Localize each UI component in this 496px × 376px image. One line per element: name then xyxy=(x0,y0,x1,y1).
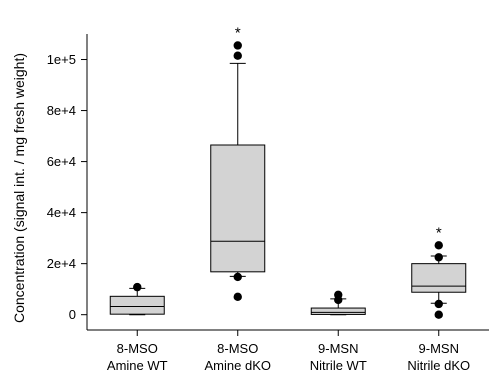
x-category-label-line1: 8-MSO xyxy=(217,341,258,356)
y-tick-label: 8e+4 xyxy=(47,103,76,118)
significance-marker: * xyxy=(235,24,241,41)
box-group xyxy=(109,282,165,316)
iqr-box xyxy=(411,263,467,293)
significance-marker: * xyxy=(436,224,442,241)
y-tick-label: 6e+4 xyxy=(47,154,76,169)
x-category-labels: 8-MSO Amine WT 8-MSO Amine dKO 9-MSN Nitrile … xyxy=(107,330,470,373)
y-tick-label: 0 xyxy=(69,307,76,322)
x-category-label-line2: Nitrile dKO xyxy=(407,358,470,373)
outlier-point xyxy=(233,51,242,60)
outlier-point xyxy=(434,299,443,309)
iqr-box xyxy=(310,307,366,315)
x-category-label-line2: Amine WT xyxy=(107,358,168,373)
x-category-label-line2: Nitrile WT xyxy=(310,358,367,373)
boxes: ** xyxy=(109,24,467,319)
y-tick-label: 4e+4 xyxy=(47,205,76,220)
iqr-box xyxy=(210,144,266,273)
y-tick-label: 1e+5 xyxy=(47,52,76,67)
outlier-point xyxy=(233,272,242,282)
x-category-label-line1: 9-MSN xyxy=(318,341,358,356)
box-group xyxy=(310,290,366,316)
y-axis-label: Concentration (signal int. / mg fresh we… xyxy=(11,53,27,323)
outlier-point xyxy=(133,282,142,292)
outlier-point xyxy=(434,241,443,250)
x-category-label-line1: 9-MSN xyxy=(419,341,459,356)
outlier-point xyxy=(233,41,242,50)
iqr-box xyxy=(109,295,165,315)
outlier-point xyxy=(434,253,443,262)
outlier-point xyxy=(233,292,242,302)
axes xyxy=(86,34,489,331)
box-group: * xyxy=(210,24,266,302)
y-ticks: 0 2e+4 4e+4 6e+4 8e+4 1e+5 xyxy=(47,52,87,322)
x-category-label-line2: Amine dKO xyxy=(205,358,271,373)
outlier-point xyxy=(434,310,443,319)
x-category-label-line1: 8-MSO xyxy=(117,341,158,356)
y-tick-label: 2e+4 xyxy=(47,256,76,271)
box-group: * xyxy=(411,224,467,319)
outlier-point xyxy=(334,290,343,299)
